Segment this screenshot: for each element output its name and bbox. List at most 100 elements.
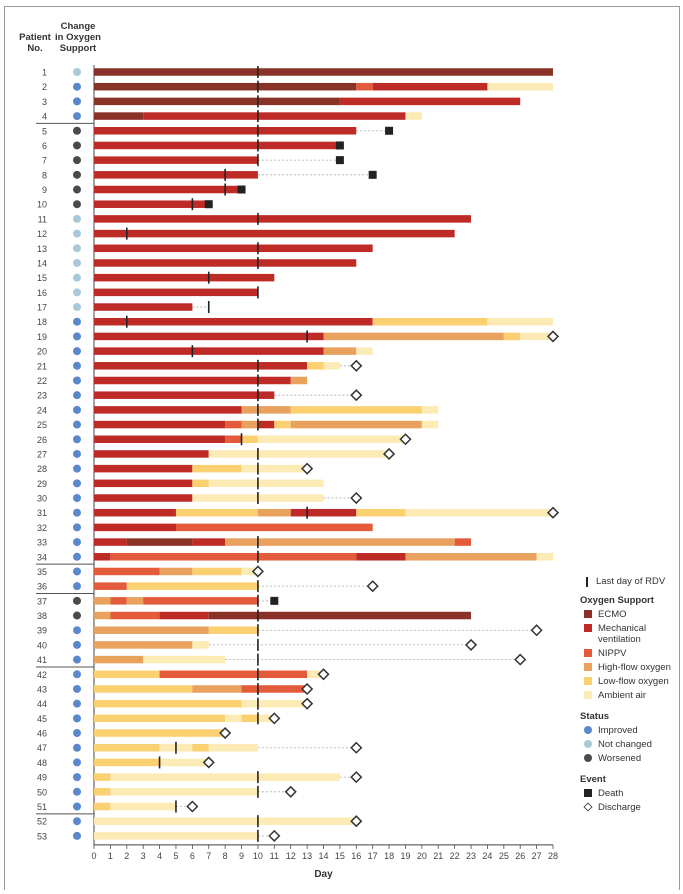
bar-segment-nippv	[159, 670, 308, 679]
bar-segment-aa	[405, 508, 553, 517]
x-tick-label: 24	[482, 851, 492, 861]
patient-number: 22	[37, 376, 47, 386]
legend-item-death: Death	[584, 788, 676, 799]
bar-segment-aa	[241, 699, 308, 708]
bar-segment-lf	[94, 758, 160, 767]
status-dot-improved	[73, 391, 81, 400]
status-dot-improved	[73, 376, 81, 385]
discharge-marker	[350, 491, 363, 505]
patient-number: 24	[37, 405, 47, 415]
bar-segment-aa	[110, 802, 176, 811]
patient-number: 42	[37, 670, 47, 680]
patient-number: 1	[42, 68, 47, 78]
legend-item-hf: High-flow oxygen	[584, 662, 676, 673]
bar-segment-aa	[241, 464, 308, 473]
x-tick-label: 5	[173, 851, 178, 861]
bar-segment-mv	[94, 508, 176, 517]
patient-number: 31	[37, 508, 47, 518]
swatch-lf	[584, 677, 592, 685]
bar-segment-lf	[372, 317, 488, 326]
patient-number: 21	[37, 361, 47, 371]
patient-number: 45	[37, 714, 47, 724]
status-dot-not_changed	[73, 244, 81, 253]
bar-segment-mv	[94, 464, 193, 473]
header-change-line1: Change	[60, 21, 96, 32]
legend-item-improved-label: Improved	[598, 725, 638, 736]
discharge-marker	[268, 712, 281, 725]
bar-segment-mv	[94, 185, 242, 194]
bar-segment-lf	[290, 406, 422, 414]
discharge-marker	[251, 565, 264, 578]
status-improved-icon	[584, 726, 592, 734]
patient-number: 9	[42, 185, 47, 195]
bar-segment-mv	[143, 112, 406, 120]
header-patient-no: Patient No.	[14, 32, 56, 54]
legend-item-mv-label: Mechanical ventilation	[598, 623, 647, 645]
bar-segment-aa	[487, 82, 553, 91]
bar-segment-mv	[94, 494, 193, 502]
discharge-marker	[219, 726, 232, 740]
bar-segment-hf	[323, 332, 504, 341]
discharge-marker	[383, 447, 396, 461]
patient-number: 3	[42, 97, 47, 107]
swatch-nippv	[584, 649, 592, 657]
patient-number: 43	[37, 684, 47, 694]
patient-number: 36	[37, 582, 47, 592]
x-tick-label: 27	[532, 851, 542, 861]
patient-number: 32	[37, 523, 47, 533]
bar-segment-hf	[290, 420, 422, 429]
patient-number: 13	[37, 244, 47, 254]
bar-segment-aa	[94, 832, 258, 840]
bar-segment-mv	[192, 538, 226, 546]
bar-segment-aa	[94, 817, 357, 825]
patient-number: 17	[37, 303, 47, 313]
discharge-marker	[284, 785, 297, 798]
bar-segment-hf	[94, 597, 111, 605]
bar-segment-mv	[94, 406, 242, 414]
status-dot-improved	[73, 552, 81, 561]
patient-number: 41	[37, 655, 47, 665]
patient-number: 8	[42, 170, 47, 180]
status-dot-improved	[73, 523, 81, 532]
bar-segment-lf	[94, 743, 160, 752]
status-dot-improved	[73, 508, 81, 517]
header-patient-line2: No.	[27, 43, 43, 54]
discharge-marker	[350, 741, 363, 754]
status-not_changed-icon	[584, 740, 592, 748]
bar-segment-nippv	[356, 82, 373, 91]
bar-segment-lf	[241, 714, 258, 723]
bar-segment-aa	[307, 670, 324, 679]
figure-frame	[4, 6, 680, 890]
x-tick-label: 14	[318, 851, 328, 861]
status-dot-improved	[73, 435, 81, 444]
x-tick-label: 21	[433, 851, 443, 861]
patient-number: 27	[37, 449, 47, 459]
x-tick-label: 3	[141, 851, 146, 861]
legend-item-not_changed: Not changed	[584, 739, 676, 750]
legend-status-title: Status	[580, 711, 610, 722]
rdv-tick-icon	[586, 576, 588, 587]
x-tick-label: 2	[124, 851, 129, 861]
status-dot-improved	[73, 449, 81, 458]
patient-number: 47	[37, 743, 47, 753]
patient-number: 11	[38, 214, 47, 224]
discharge-marker	[350, 815, 363, 828]
patient-number: 12	[37, 229, 47, 239]
bar-segment-aa	[520, 332, 553, 341]
status-dot-improved	[73, 773, 81, 782]
discharge-icon	[583, 802, 593, 812]
bar-segment-mv	[94, 229, 455, 238]
legend-item-discharge-label: Discharge	[598, 802, 641, 813]
status-dot-not_changed	[73, 258, 81, 267]
legend-item-hf-label: High-flow oxygen	[598, 662, 671, 673]
legend-item-ecmo-label: ECMO	[598, 609, 627, 620]
x-axis-label: Day	[314, 869, 333, 880]
bar-segment-nippv	[225, 420, 242, 429]
bar-segment-mv	[356, 553, 406, 561]
bar-segment-aa	[110, 788, 258, 796]
patient-number: 14	[37, 258, 47, 268]
discharge-marker	[350, 359, 363, 372]
status-dot-improved	[73, 347, 81, 356]
bar-segment-aa	[208, 450, 390, 458]
